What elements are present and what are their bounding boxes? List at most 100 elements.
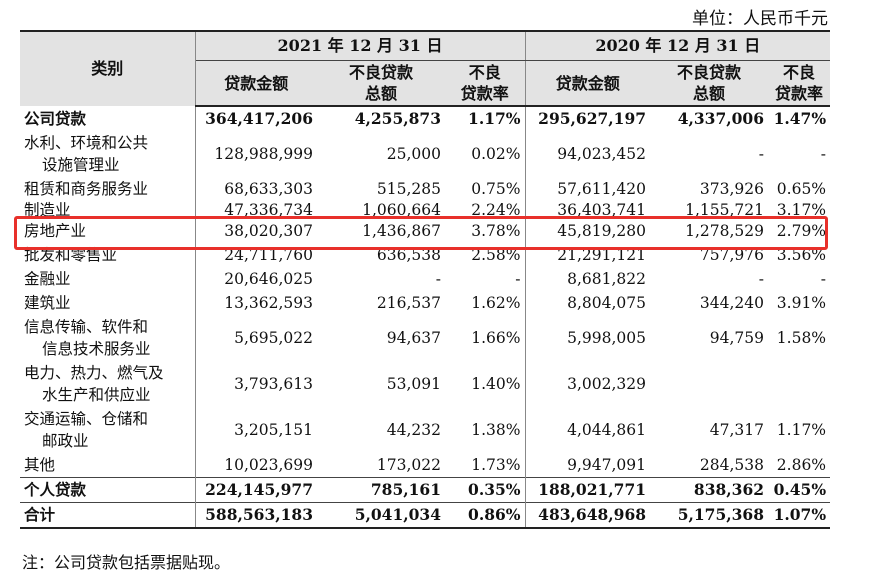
category-line: 水利、环境和公共 (24, 134, 149, 152)
category-line: 建筑业 (24, 294, 71, 312)
cell-npl-total-2020: 344,240 (699, 294, 765, 312)
cell-npl-total-2020: 373,926 (699, 180, 765, 198)
cell-loan-amount-2020: 483,648,968 (525, 502, 651, 529)
category-line: 制造业 (24, 201, 71, 219)
table-row: 金融业 20,646,025- -8,681,822- - (20, 267, 830, 291)
category-line: 房地产业 (24, 222, 87, 240)
row-category: 水利、环境和公共设施管理业 (20, 131, 196, 177)
cell-npl-total-2020: 838,362 (650, 477, 769, 503)
cell-npl-total-2020: 284,538 (699, 456, 765, 474)
cell-loan-amount-2020: 8,804,075 (567, 294, 647, 312)
cell-npl-ratio-2020: - (820, 145, 827, 163)
cell-npl-ratio-2021: 1.40% (445, 361, 526, 407)
table-row: 房地产业 38,020,307 1,436,867 3.78% 45,819,280 1,… (20, 219, 830, 243)
cell-loan-amount-2021: 38,020,307 (224, 222, 313, 240)
cell-npl-ratio-2021: 1.66% (445, 315, 526, 361)
cell-npl-total-2021: 636,538 (376, 246, 441, 264)
row-category: 金融业 (20, 267, 196, 291)
loan-table: 类别 2021 年 12 月 31 日 2020 年 12 月 31 日 贷款金… (20, 30, 831, 529)
category-line: 租赁和商务服务业 (24, 180, 149, 198)
cell-loan-amount-2020: 3,002,329 (567, 375, 647, 393)
cell-npl-ratio-2021: 1.38% (445, 407, 526, 453)
header-npl-ratio-2020: 不良 贷款率 (768, 60, 831, 107)
cell-npl-total-2021: 785,161 (317, 477, 445, 503)
header-category: 类别 (20, 30, 196, 106)
cell-npl-ratio-2021: - (445, 267, 526, 291)
cell-loan-amount-2021: 364,417,206 (205, 109, 313, 128)
category-line: 信息技术服务业 (42, 340, 151, 358)
cell-npl-ratio-2021: 0.75% (445, 177, 526, 201)
row-category: 电力、热力、燃气及 水生产和供应业 (20, 361, 196, 407)
cell-npl-ratio-2021: 2.58% (445, 243, 526, 267)
table-row: 合计 588,563,183 5,041,034 0.86% 483,648,968 5,… (20, 502, 831, 529)
category-line: 其他 (24, 456, 56, 474)
cell-npl-total-2021: 53,091 (386, 375, 441, 393)
row-category: 批发和零售业 (20, 243, 196, 267)
cell-npl-total-2021: 94,637 (386, 329, 441, 347)
cell-loan-amount-2021: 10,023,699 (224, 456, 313, 474)
table-row: 水利、环境和公共 设施管理业 128,988,999 25,000 0.02% 94,02… (20, 131, 830, 177)
row-category: 交通运输、仓储和邮政业 (20, 407, 196, 453)
cell-loan-amount-2020: 188,021,771 (525, 477, 651, 503)
table-header: 类别 2021 年 12 月 31 日 2020 年 12 月 31 日 贷款金… (20, 30, 831, 107)
row-category: 个人贷款 (20, 477, 196, 503)
row-category: 建筑业 (20, 291, 196, 315)
cell-npl-total-2020: - (758, 145, 765, 163)
cell-npl-ratio-2020: 1.07% (768, 502, 831, 529)
header-period-2021: 2021 年 12 月 31 日 (195, 30, 526, 61)
cell-npl-total-2021: 1,436,867 (362, 222, 441, 240)
cell-npl-total-2020: 47,317 (709, 421, 765, 439)
cell-loan-amount-2020: 57,611,420 (557, 180, 647, 198)
cell-npl-total-2020: 1,155,721 (685, 201, 765, 219)
cell-loan-amount-2020: 295,627,197 (538, 109, 647, 128)
row-category: 制造业 (20, 201, 196, 219)
cell-npl-ratio-2020: 3.91% (776, 294, 827, 312)
category-line: 合计 (24, 505, 56, 524)
cell-loan-amount-2021: 128,988,999 (214, 145, 313, 163)
table-row: 制造业 47,336,734 1,060,664 2.24% 36,403,741 1,1… (20, 201, 830, 219)
cell-npl-ratio-2020: 1.47% (773, 109, 827, 128)
cell-npl-ratio-2020: - (820, 270, 827, 288)
cell-npl-total-2020: 94,759 (709, 329, 765, 347)
header-period-2020: 2020 年 12 月 31 日 (525, 30, 831, 61)
cell-npl-total-2021: 515,285 (376, 180, 441, 198)
cell-loan-amount-2021: 3,793,613 (234, 375, 313, 393)
cell-npl-ratio-2020 (768, 361, 830, 407)
row-category: 房地产业 (20, 219, 196, 243)
cell-npl-total-2020 (650, 361, 768, 407)
cell-loan-amount-2021: 24,711,760 (224, 246, 313, 264)
table-row: 公司贷款 364,417,206 4,255,873 1.17% 295,627,197… (20, 106, 830, 131)
cell-loan-amount-2021: 68,633,303 (224, 180, 313, 198)
cell-loan-amount-2020: 9,947,091 (567, 456, 647, 474)
unit-label: 单位：人民币千元 (692, 9, 828, 29)
cell-npl-ratio-2021: 3.78% (445, 219, 526, 243)
header-loan-amount-2021: 贷款金额 (195, 60, 317, 107)
header-npl-total-2021: 不良贷款 总额 (317, 60, 445, 107)
cell-npl-total-2021: 216,537 (376, 294, 441, 312)
category-line: 邮政业 (42, 432, 89, 450)
cell-npl-ratio-2020: 1.58% (776, 329, 827, 347)
table-row: 批发和零售业 24,711,760 636,538 2.58% 21,291,121 75… (20, 243, 830, 267)
table-row: 租赁和商务服务业 68,633,303 515,285 0.75% 57,611,420… (20, 177, 830, 201)
category-line: 设施管理业 (42, 156, 120, 174)
table-row: 信息传输、软件和 信息技术服务业 5,695,022 94,637 1.66% 5,998… (20, 315, 830, 361)
cell-loan-amount-2020: 45,819,280 (557, 222, 647, 240)
footnote: 注：公司贷款包括票据贴现。 (22, 553, 231, 572)
header-npl-ratio-2021: 不良 贷款率 (445, 60, 526, 107)
category-line: 批发和零售业 (24, 246, 118, 264)
cell-npl-total-2020: 5,175,368 (650, 502, 769, 529)
table-row: 建筑业 13,362,593 216,537 1.62% 8,804,075 344,24… (20, 291, 830, 315)
row-category: 信息传输、软件和 信息技术服务业 (20, 315, 196, 361)
cell-npl-ratio-2020: 3.17% (776, 201, 827, 219)
cell-loan-amount-2020: 4,044,861 (567, 421, 647, 439)
cell-loan-amount-2021: 224,145,977 (195, 477, 317, 503)
cell-npl-ratio-2021: 1.62% (445, 291, 526, 315)
cell-loan-amount-2021: 20,646,025 (224, 270, 313, 288)
cell-npl-total-2021: 5,041,034 (317, 502, 445, 529)
cell-loan-amount-2021: 5,695,022 (234, 329, 313, 347)
cell-npl-ratio-2021: 2.24% (445, 201, 526, 219)
cell-loan-amount-2021: 47,336,734 (224, 201, 313, 219)
cell-loan-amount-2021: 13,362,593 (224, 294, 313, 312)
category-line: 交通运输、仓储和 (24, 410, 149, 428)
table-row: 其他 10,023,699 173,022 1.73% 9,947,091 284,538… (20, 453, 830, 478)
